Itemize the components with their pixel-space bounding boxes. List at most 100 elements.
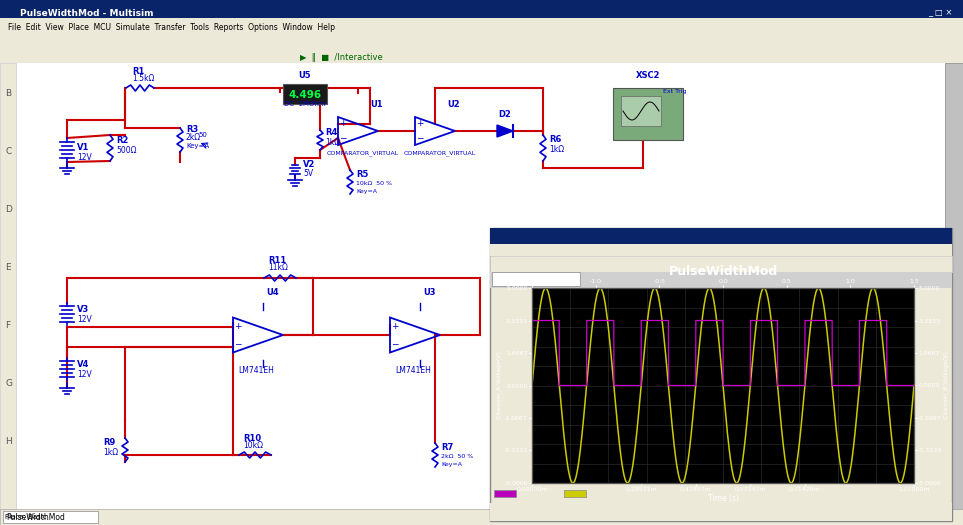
Text: Grapher View: Grapher View — [496, 235, 565, 244]
Text: Key=A: Key=A — [441, 462, 462, 467]
Text: +: + — [339, 120, 347, 129]
Text: COMPARATOR_VIRTUAL: COMPARATOR_VIRTUAL — [326, 150, 399, 156]
Text: −: − — [339, 133, 347, 142]
Text: H: H — [5, 436, 12, 446]
Text: R11: R11 — [268, 256, 286, 265]
Text: PulseWidthMod: PulseWidthMod — [6, 513, 65, 522]
Bar — [490, 272, 952, 288]
Text: R2: R2 — [116, 136, 128, 145]
Bar — [490, 256, 952, 272]
Text: R5: R5 — [356, 170, 369, 179]
Text: −: − — [391, 339, 399, 348]
Bar — [3, 511, 98, 523]
Text: −: − — [416, 133, 424, 142]
Text: −: − — [234, 339, 242, 348]
Text: D: D — [5, 205, 12, 214]
Bar — [0, 63, 16, 509]
Text: 2kΩ  50 %: 2kΩ 50 % — [441, 454, 473, 459]
Text: +: + — [391, 322, 399, 331]
Text: R4: R4 — [325, 128, 337, 137]
Text: U4: U4 — [266, 288, 278, 297]
Text: Oscilloscope-XSC2: Oscilloscope-XSC2 — [496, 277, 560, 283]
Text: U2: U2 — [447, 100, 459, 109]
Text: G: G — [5, 379, 12, 387]
Text: ▶  ‖  ■  /Interactive: ▶ ‖ ■ /Interactive — [300, 52, 382, 61]
Text: 1kΩ: 1kΩ — [325, 138, 340, 147]
Bar — [492, 487, 632, 501]
Text: 1.5kΩ: 1.5kΩ — [132, 74, 154, 83]
Text: F: F — [5, 320, 11, 330]
Text: 4.496: 4.496 — [289, 90, 322, 100]
Text: U3: U3 — [423, 288, 435, 297]
Bar — [494, 490, 516, 497]
Text: 12V: 12V — [77, 315, 91, 324]
Bar — [564, 490, 586, 497]
Bar — [613, 88, 683, 140]
Text: R7: R7 — [441, 443, 454, 452]
Text: 11kΩ: 11kΩ — [268, 263, 288, 272]
Text: COMPARATOR_VIRTUAL: COMPARATOR_VIRTUAL — [403, 150, 476, 156]
Text: V1: V1 — [77, 142, 90, 152]
Polygon shape — [497, 125, 513, 137]
Text: 12V: 12V — [77, 370, 91, 379]
Text: _ □ ×: _ □ × — [928, 8, 952, 17]
Bar — [0, 32, 963, 49]
Text: B: B — [5, 89, 12, 98]
Text: PulseWidthMod - Multisim: PulseWidthMod - Multisim — [20, 8, 153, 17]
Text: Trace: Channel B: Trace: Channel B — [494, 509, 559, 518]
Text: V2: V2 — [303, 160, 315, 169]
Bar — [0, 63, 945, 509]
Bar — [283, 84, 327, 104]
Text: +: + — [416, 120, 424, 129]
Text: Channel A: Channel A — [518, 493, 554, 499]
Bar — [0, 0, 963, 18]
Text: V3: V3 — [77, 305, 90, 314]
Bar — [945, 63, 963, 509]
Y-axis label: Channel_B Voltage(V): Channel_B Voltage(V) — [944, 352, 950, 419]
Text: R3: R3 — [186, 125, 198, 134]
Bar — [492, 272, 580, 286]
Text: XSC2: XSC2 — [636, 71, 661, 80]
Text: LM741EH: LM741EH — [238, 366, 273, 375]
Text: E: E — [5, 262, 11, 271]
Text: Place: Basic: Place: Basic — [5, 514, 46, 520]
Text: File  Edit  View  Graph  Trace  Cursor  Legend  Tools  Help: File Edit View Graph Trace Cursor Legend… — [494, 248, 693, 254]
Text: 50: 50 — [198, 132, 207, 138]
Text: LM741EH: LM741EH — [395, 366, 430, 375]
Text: 2kΩ: 2kΩ — [186, 133, 201, 142]
Text: D2: D2 — [499, 110, 511, 119]
Text: 1kΩ: 1kΩ — [549, 145, 564, 154]
Text: 1kΩ: 1kΩ — [103, 448, 118, 457]
Text: V4: V4 — [77, 360, 90, 369]
Text: 5V: 5V — [303, 169, 313, 178]
Text: DC  1MOhm: DC 1MOhm — [284, 101, 325, 107]
Text: U1: U1 — [370, 100, 382, 109]
Y-axis label: Channel_A Voltage(V): Channel_A Voltage(V) — [497, 352, 502, 419]
Text: Key=A: Key=A — [356, 189, 377, 194]
Bar — [490, 228, 952, 521]
Text: +: + — [234, 322, 242, 331]
Text: 10kΩ  50 %: 10kΩ 50 % — [356, 181, 392, 186]
Bar — [490, 228, 952, 244]
Bar — [621, 96, 661, 126]
Text: R10: R10 — [243, 434, 261, 443]
Bar — [0, 509, 963, 525]
Text: C: C — [5, 146, 12, 155]
Bar — [0, 18, 963, 32]
X-axis label: Time (s): Time (s) — [708, 494, 739, 502]
Bar — [532, 288, 914, 483]
Text: Channel B: Channel B — [588, 493, 624, 499]
Text: ─  □  ×: ─ □ × — [912, 235, 940, 244]
Text: U5: U5 — [299, 71, 311, 80]
Text: Key=A: Key=A — [186, 143, 209, 149]
Bar — [490, 503, 952, 521]
Text: 10kΩ: 10kΩ — [243, 441, 263, 450]
Text: 12V: 12V — [77, 152, 91, 162]
Text: R1: R1 — [132, 67, 144, 76]
Text: R9: R9 — [103, 438, 116, 447]
Text: File  Edit  View  Place  MCU  Simulate  Transfer  Tools  Reports  Options  Windo: File Edit View Place MCU Simulate Transf… — [8, 23, 335, 32]
Bar — [0, 49, 963, 63]
Bar — [490, 244, 952, 256]
Text: 500Ω: 500Ω — [116, 146, 137, 155]
Title: PulseWidthMod: PulseWidthMod — [668, 265, 778, 278]
